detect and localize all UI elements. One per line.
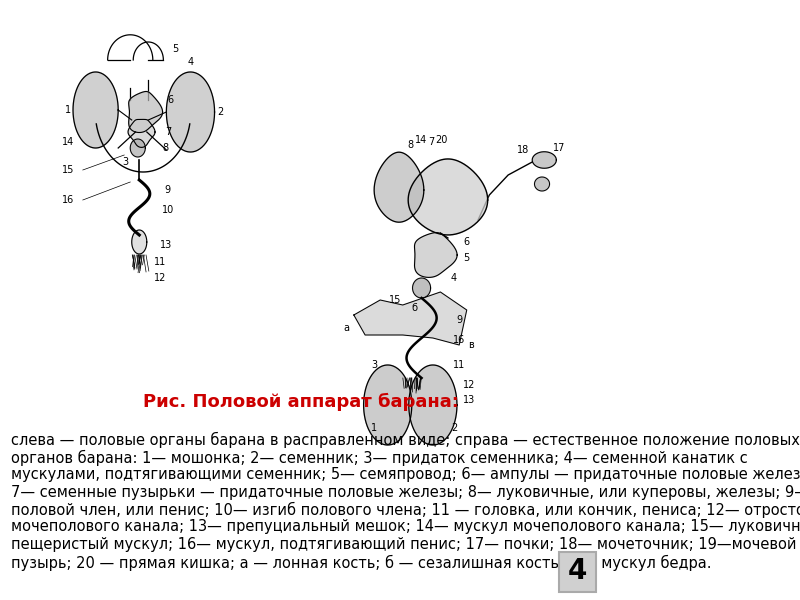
Polygon shape xyxy=(374,152,424,222)
Text: органов барана: 1— мошонка; 2— семенник; 3— придаток семенника; 4— семенной кана: органов барана: 1— мошонка; 2— семенник;… xyxy=(11,449,748,466)
Text: половой член, или пенис; 10— изгиб полового члена; 11 — головка, или кончик, пен: половой член, или пенис; 10— изгиб полов… xyxy=(11,502,800,518)
Text: 15: 15 xyxy=(389,295,402,305)
Text: 12: 12 xyxy=(463,380,475,390)
Text: 2: 2 xyxy=(218,107,224,117)
Text: 7: 7 xyxy=(428,137,434,147)
Text: в: в xyxy=(468,340,474,350)
Polygon shape xyxy=(534,177,550,191)
Text: 9: 9 xyxy=(165,185,171,195)
Text: 16: 16 xyxy=(62,195,74,205)
Text: б: б xyxy=(411,303,417,313)
Text: пузырь; 20 — прямая кишка; а — лонная кость; б — сезалишная кость; в — мускул бе: пузырь; 20 — прямая кишка; а — лонная ко… xyxy=(11,554,712,571)
Polygon shape xyxy=(166,72,214,152)
Polygon shape xyxy=(408,159,488,235)
Text: 10: 10 xyxy=(162,205,174,215)
Text: 5: 5 xyxy=(464,253,470,263)
Text: 1: 1 xyxy=(65,105,71,115)
Text: а: а xyxy=(343,323,350,333)
Text: 6: 6 xyxy=(464,237,470,247)
Text: 13: 13 xyxy=(463,395,475,405)
Text: пещеристый мускул; 16— мускул, подтягивающий пенис; 17— почки; 18— мочеточник; 1: пещеристый мускул; 16— мускул, подтягива… xyxy=(11,537,797,552)
FancyBboxPatch shape xyxy=(558,552,596,592)
Text: Рис. Половой аппарат барана:: Рис. Половой аппарат барана: xyxy=(143,393,459,411)
Text: 13: 13 xyxy=(159,240,172,250)
Text: 17: 17 xyxy=(553,143,566,153)
Text: 4: 4 xyxy=(568,557,587,585)
Polygon shape xyxy=(130,139,146,157)
Text: 6: 6 xyxy=(168,95,174,105)
Text: 2: 2 xyxy=(451,423,457,433)
Polygon shape xyxy=(532,152,556,168)
Text: слева — половые органы барана в расправленном виде; справа — естественное положе: слева — половые органы барана в расправл… xyxy=(11,432,800,448)
Text: 7: 7 xyxy=(165,127,171,137)
Text: 11: 11 xyxy=(453,360,466,370)
Polygon shape xyxy=(413,278,430,298)
Text: 3: 3 xyxy=(122,157,129,167)
Polygon shape xyxy=(409,365,457,445)
Text: 11: 11 xyxy=(154,257,166,267)
Text: 8: 8 xyxy=(162,143,169,153)
Text: 20: 20 xyxy=(436,135,448,145)
Text: мочеполового канала; 13— препуциальный мешок; 14— мускул мочеполового канала; 15: мочеполового канала; 13— препуциальный м… xyxy=(11,520,800,535)
Polygon shape xyxy=(414,233,457,277)
Text: 3: 3 xyxy=(371,360,378,370)
Text: 4: 4 xyxy=(451,273,457,283)
Text: 14: 14 xyxy=(415,135,428,145)
Text: мускулами, подтягивающими семенник; 5— семяпровод; 6— ампулы — придаточные полов: мускулами, подтягивающими семенник; 5— с… xyxy=(11,467,800,482)
Text: 4: 4 xyxy=(187,57,194,67)
Text: 12: 12 xyxy=(154,273,166,283)
Text: 9: 9 xyxy=(456,315,462,325)
Text: 18: 18 xyxy=(517,145,530,155)
Text: 5: 5 xyxy=(172,44,178,54)
Text: 7— семенные пузырьки — придаточные половые железы; 8— луковичные, или куперовы, : 7— семенные пузырьки — придаточные полов… xyxy=(11,485,800,499)
Polygon shape xyxy=(73,72,118,148)
Polygon shape xyxy=(364,365,412,445)
Text: 1: 1 xyxy=(371,423,378,433)
Text: 15: 15 xyxy=(62,165,74,175)
Polygon shape xyxy=(128,119,155,148)
Text: 8: 8 xyxy=(407,140,414,150)
Polygon shape xyxy=(354,292,466,345)
Polygon shape xyxy=(132,230,146,254)
Polygon shape xyxy=(129,91,162,133)
Text: 14: 14 xyxy=(62,137,74,147)
Text: 16: 16 xyxy=(453,335,466,345)
